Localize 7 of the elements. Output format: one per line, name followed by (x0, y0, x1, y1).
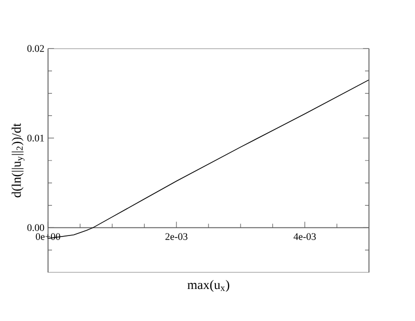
x-tick-label: 2e-03 (165, 233, 188, 240)
x-tick-label: 4e-03 (294, 233, 316, 240)
y-tick-label: 0.02 (27, 45, 44, 52)
x-axis-title: max(u$_{x}$) (187, 280, 230, 292)
y-tick-label: 0.00 (27, 224, 44, 232)
y-axis-title: d(ln(||u$_{y}$||$_{2}$))/dt (12, 123, 24, 198)
y-tick-label: 0.01 (27, 134, 44, 142)
